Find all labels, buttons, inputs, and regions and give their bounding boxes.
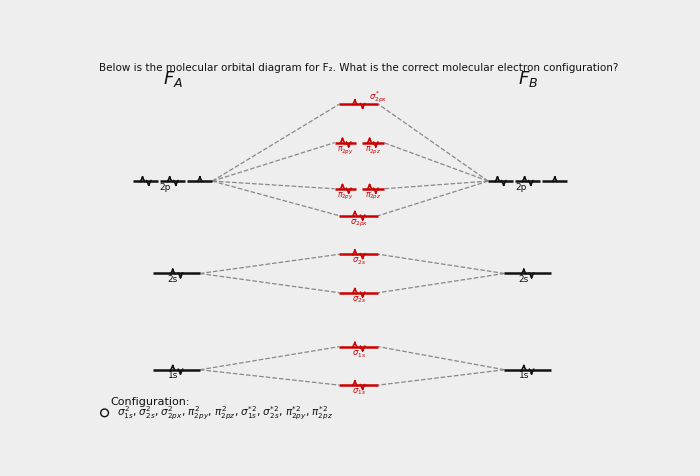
Text: $F_B$: $F_B$ (517, 69, 538, 89)
Text: $\sigma_{2s}$: $\sigma_{2s}$ (352, 294, 365, 305)
Text: Configuration:: Configuration: (111, 397, 190, 407)
Text: $\pi_{2py}$: $\pi_{2py}$ (337, 191, 354, 202)
Text: $\pi^*_{2pz}$: $\pi^*_{2pz}$ (365, 141, 381, 157)
Text: 1s: 1s (519, 371, 529, 380)
Text: $\sigma_{2px}$: $\sigma_{2px}$ (349, 218, 368, 228)
Text: $\sigma^*_{1s}$: $\sigma^*_{1s}$ (352, 345, 365, 359)
Text: $\sigma^*_{2s}$: $\sigma^*_{2s}$ (352, 252, 365, 267)
Text: 2s: 2s (519, 275, 529, 284)
Text: $\sigma^*_{2px}$: $\sigma^*_{2px}$ (369, 89, 387, 105)
Text: Below is the molecular orbital diagram for F₂. What is the correct molecular ele: Below is the molecular orbital diagram f… (99, 63, 618, 73)
Text: 2p: 2p (516, 183, 527, 191)
Text: 2s: 2s (167, 275, 178, 284)
Text: 2p: 2p (160, 183, 171, 191)
Text: 1s: 1s (167, 371, 178, 380)
Text: $F_A$: $F_A$ (162, 69, 183, 89)
Text: $\pi_{2pz}$: $\pi_{2pz}$ (365, 191, 381, 202)
Text: $\pi^*_{2py}$: $\pi^*_{2py}$ (337, 141, 354, 157)
Text: $\sigma_{1s}^{2}$, $\sigma_{2s}^{2}$, $\sigma_{2px}^{2}$, $\pi_{2py}^{2}$, $\pi_: $\sigma_{1s}^{2}$, $\sigma_{2s}^{2}$, $\… (117, 404, 333, 422)
Text: $\sigma_{1s}$: $\sigma_{1s}$ (352, 387, 365, 397)
